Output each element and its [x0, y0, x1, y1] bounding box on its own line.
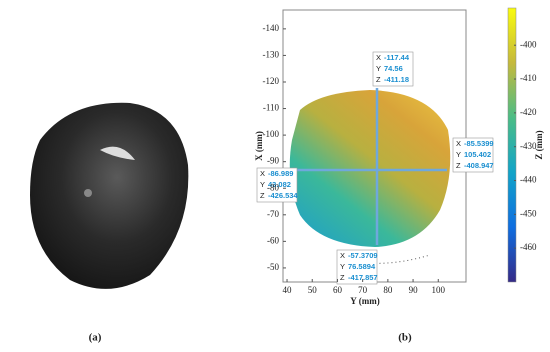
datatip-key: X — [456, 139, 461, 148]
colorbar-tick-label: -430 — [520, 141, 537, 151]
datatip-value: -411.18 — [384, 75, 409, 84]
datatip-key: Z — [376, 75, 381, 84]
x-tick-label: 100 — [432, 285, 446, 295]
datatip-key: Y — [340, 262, 345, 271]
datatip-box — [336, 249, 378, 285]
datatip-key: Y — [456, 150, 461, 159]
y-tick-label: -120 — [263, 76, 280, 86]
datatip-key: Y — [376, 64, 381, 73]
y-axis-label: X (mm) — [254, 131, 264, 161]
y-tick-label: -50 — [267, 262, 279, 272]
y-tick-label: -60 — [267, 235, 279, 245]
x-tick-label: 80 — [383, 285, 393, 295]
x-axis-label: Y (mm) — [350, 296, 379, 306]
panel-label: (b) — [398, 332, 412, 344]
datatip-value: -417.857 — [348, 273, 378, 282]
colorbar-tick-label: -400 — [520, 39, 537, 49]
datatip-key: Z — [340, 273, 345, 282]
colorbar-tick-label: -450 — [520, 208, 537, 218]
x-tick-label: 40 — [283, 285, 293, 295]
datatip-key: X — [340, 251, 345, 260]
surface — [289, 90, 451, 247]
y-tick-label: -80 — [267, 182, 279, 192]
y-tick-label: -140 — [263, 23, 280, 33]
y-tick-label: -100 — [263, 129, 280, 139]
y-tick-label: -110 — [263, 103, 280, 113]
x-tick-label: 50 — [308, 285, 318, 295]
x-tick-label: 60 — [333, 285, 343, 295]
datatip-key: Z — [260, 191, 265, 200]
datatip-box — [256, 167, 298, 203]
datatip-value: -57.3709 — [348, 251, 378, 260]
colorbar-tick-label: -410 — [520, 73, 537, 83]
y-tick-label: -70 — [267, 209, 279, 219]
datatip-value: -85.5399 — [464, 139, 494, 148]
datatip-box — [452, 137, 494, 173]
y-tick-label: -130 — [263, 49, 280, 59]
datatip-value: 43.082 — [268, 180, 291, 189]
highlight — [100, 146, 135, 160]
datatip-value: 105.402 — [464, 150, 491, 159]
datatip-value: -408.947 — [464, 161, 494, 170]
photo-object — [30, 102, 189, 289]
panel-label: (a) — [89, 332, 102, 344]
x-tick-label: 70 — [358, 285, 368, 295]
datatip-value: -426.534 — [268, 191, 298, 200]
datatip-key: Y — [260, 180, 265, 189]
datatip-key: X — [260, 169, 265, 178]
x-tick-label: 90 — [409, 285, 419, 295]
highlight — [84, 189, 92, 197]
y-tick-label: -90 — [267, 156, 279, 166]
colorbar-tick-label: -460 — [520, 242, 537, 252]
datatip-value: -117.44 — [384, 53, 410, 62]
datatip-key: X — [376, 53, 381, 62]
colorbar-label: Z (mm) — [534, 130, 544, 159]
datatip-value: 76.5894 — [348, 262, 376, 271]
datatip-key: Z — [456, 161, 461, 170]
datatip-value: -86.989 — [268, 169, 293, 178]
datatip-box — [372, 51, 414, 87]
datatip: X -117.44Y 74.56Z -411.18 — [372, 51, 414, 87]
colorbar — [507, 7, 517, 283]
colorbar-tick-label: -420 — [520, 107, 537, 117]
colorbar-tick-label: -440 — [520, 175, 537, 185]
datatip-value: 74.56 — [384, 64, 403, 73]
